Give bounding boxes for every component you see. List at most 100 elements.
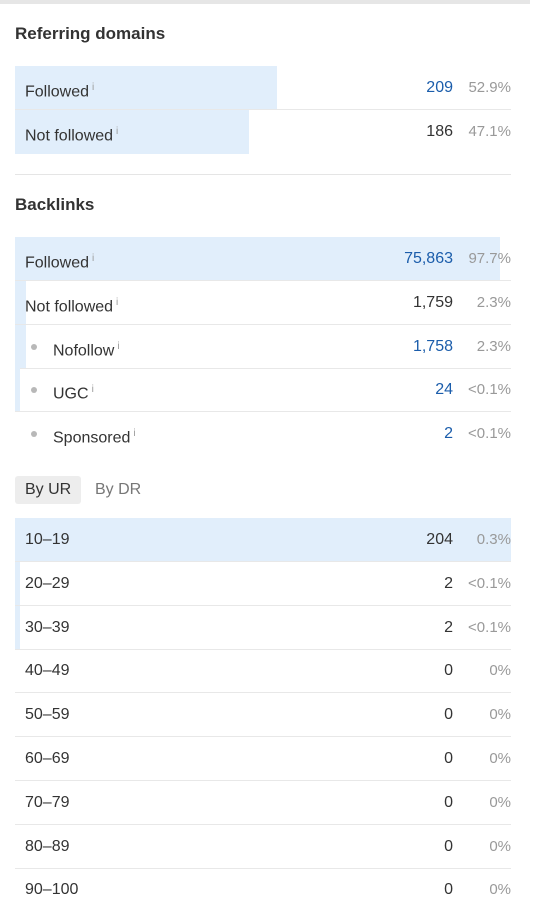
row-label-text: Followed <box>25 83 90 101</box>
info-icon[interactable]: i <box>116 296 119 308</box>
row-label-text: UGC <box>53 385 89 403</box>
row-label: Followed i <box>25 66 94 110</box>
backlink-row[interactable]: Followed i 75,863 97.7% <box>15 237 511 281</box>
referring-domains-title: Referring domains <box>15 24 166 43</box>
backlinks-title: Backlinks <box>15 195 95 214</box>
row-percent: 2.3% <box>476 337 511 355</box>
share-bar <box>15 561 20 606</box>
row-label-text: Nofollow <box>53 341 115 359</box>
row-percent: <0.1% <box>468 381 511 399</box>
row-value[interactable]: 75,863 <box>404 250 453 267</box>
row-divider <box>15 736 511 738</box>
ur-row[interactable]: 30–39 2 <0.1% <box>15 605 511 650</box>
row-value[interactable]: 24 <box>435 381 453 399</box>
row-label-text: Followed <box>25 254 90 272</box>
row-label: Not followed i <box>25 281 118 325</box>
top-border <box>0 0 530 4</box>
row-label-text: 80–89 <box>25 837 70 855</box>
row-label-text: Not followed <box>25 298 114 316</box>
row-label-text: 90–100 <box>25 881 79 899</box>
row-percent: 52.9% <box>468 79 511 96</box>
row-percent: 2.3% <box>476 293 511 311</box>
ur-row[interactable]: 50–59 0 0% <box>15 693 511 738</box>
tab-by-ur[interactable]: By UR <box>15 476 82 504</box>
ur-row[interactable]: 90–100 0 0% <box>15 868 511 912</box>
row-label: 40–49 <box>25 649 70 693</box>
row-value[interactable]: 1,758 <box>412 337 453 355</box>
ur-row[interactable]: 40–49 0 0% <box>15 649 511 694</box>
tab-by-dr[interactable]: By DR <box>95 481 142 498</box>
referring-domain-row[interactable]: Followed i 209 52.9% <box>15 66 511 110</box>
row-divider <box>15 109 511 110</box>
share-bar <box>15 237 500 281</box>
row-label: Nofollow i <box>53 325 120 369</box>
row-label: 50–59 <box>25 693 70 737</box>
row-divider <box>15 561 511 562</box>
share-bar <box>15 66 278 110</box>
bullet-icon <box>31 343 37 350</box>
row-value[interactable]: 2 <box>444 425 453 442</box>
share-bar <box>15 368 20 413</box>
row-percent: 0% <box>489 793 511 811</box>
share-bar <box>15 110 249 154</box>
row-label: 90–100 <box>25 868 78 912</box>
info-icon[interactable]: i <box>117 340 120 352</box>
info-icon[interactable]: i <box>91 384 94 396</box>
backlink-row[interactable]: Sponsored i 2 <0.1% <box>15 412 511 456</box>
row-value: 1,759 <box>412 293 453 311</box>
row-label-text: 50–59 <box>25 706 70 724</box>
row-label-text: 10–19 <box>25 531 70 548</box>
row-divider <box>15 411 511 413</box>
row-divider <box>15 280 511 281</box>
ur-row[interactable]: 20–29 2 <0.1% <box>15 561 511 606</box>
row-percent: <0.1% <box>468 574 511 592</box>
row-percent: 0% <box>489 837 511 855</box>
row-value: 186 <box>426 123 453 140</box>
info-icon[interactable]: i <box>92 82 95 93</box>
row-label-text: 20–29 <box>25 574 70 592</box>
backlink-row[interactable]: Nofollow i 1,758 2.3% <box>15 324 511 369</box>
row-value: 0 <box>444 750 453 767</box>
referring-domain-row[interactable]: Not followed i 186 47.1% <box>15 110 511 154</box>
share-bar <box>15 518 511 562</box>
row-divider <box>15 692 511 694</box>
share-bar <box>15 324 27 369</box>
ur-row[interactable]: 10–19 204 0.3% <box>15 518 511 562</box>
row-divider <box>15 323 511 325</box>
info-icon[interactable]: i <box>116 126 119 137</box>
info-icon[interactable]: i <box>133 428 136 439</box>
backlink-row[interactable]: Not followed i 1,759 2.3% <box>15 280 511 325</box>
row-divider <box>15 867 511 869</box>
row-value[interactable]: 209 <box>426 79 453 96</box>
row-divider <box>15 604 511 606</box>
row-label-text: Not followed <box>25 127 114 145</box>
info-icon[interactable]: i <box>92 253 95 264</box>
ur-row[interactable]: 70–79 0 0% <box>15 781 511 825</box>
row-value: 0 <box>444 793 453 811</box>
ur-row[interactable]: 80–89 0 0% <box>15 825 511 869</box>
row-value: 0 <box>444 662 453 680</box>
share-bar <box>15 605 20 650</box>
row-percent: <0.1% <box>468 618 511 636</box>
section-divider <box>15 174 511 175</box>
row-label-text: 30–39 <box>25 618 70 636</box>
row-label: 30–39 <box>25 606 70 650</box>
row-percent: 0.3% <box>476 531 511 548</box>
row-value: 0 <box>444 881 453 899</box>
backlink-row[interactable]: UGC i 24 <0.1% <box>15 368 511 413</box>
row-label: 10–19 <box>25 518 70 562</box>
row-percent: 0% <box>489 750 511 767</box>
row-label-text: 40–49 <box>25 662 70 680</box>
row-label: UGC i <box>53 368 94 412</box>
ur-row[interactable]: 60–69 0 0% <box>15 737 511 781</box>
row-label: Followed i <box>25 237 94 281</box>
bullet-icon <box>31 431 37 437</box>
row-percent: 0% <box>489 881 511 899</box>
row-label-text: 60–69 <box>25 750 70 767</box>
row-label: Not followed i <box>25 110 118 154</box>
row-label: Sponsored i <box>53 412 136 456</box>
row-label: 20–29 <box>25 562 70 606</box>
row-percent: <0.1% <box>468 425 511 442</box>
row-label: 80–89 <box>25 825 70 869</box>
row-value: 2 <box>444 618 453 636</box>
